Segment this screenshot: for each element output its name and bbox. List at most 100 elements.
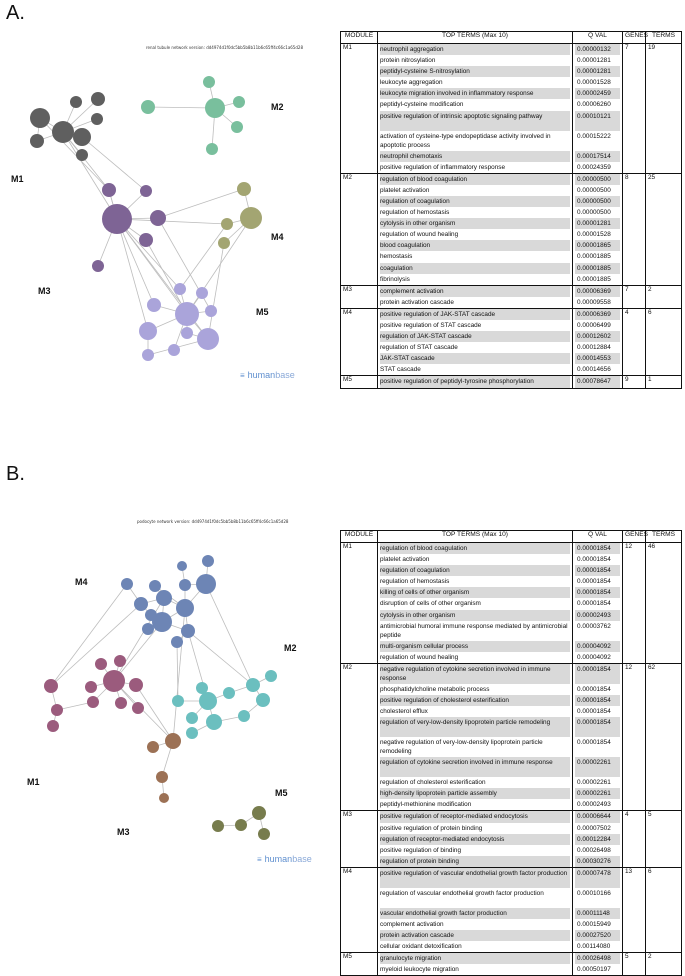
term-q-value: 0.00015222 <box>577 132 611 140</box>
genes-count-cell: 7 <box>622 43 646 174</box>
panel-b-network-node <box>265 670 277 682</box>
network-edge <box>135 684 174 742</box>
term-q-value: 0.00010121 <box>575 110 620 131</box>
term-name: killing of cells of other organism <box>380 587 570 599</box>
term-name: positive regulation of inflammatory resp… <box>380 163 506 171</box>
header-genes: GENES <box>622 530 648 543</box>
term-q-value: 0.00001854 <box>575 663 620 684</box>
panel-b-network-node <box>179 579 191 591</box>
humanbase-logo-icon: ≡ <box>257 855 262 864</box>
table-row: M4 positive regulation of JAK-STAT cascad… <box>340 307 682 377</box>
table-row: M4 positive regulation of vascular endoth… <box>340 866 682 954</box>
term-q-value: 0.00002261 <box>577 779 611 787</box>
term-name: complement activation <box>380 285 570 297</box>
network-edge <box>157 188 245 219</box>
module-cell: M3 <box>340 810 378 868</box>
panel-b-network-node <box>95 658 107 670</box>
panel-a-network-node <box>218 237 230 249</box>
term-q-value: 0.00001854 <box>577 578 611 586</box>
term-name: regulation of JAK-STAT cascade <box>380 331 570 343</box>
term-q-value: 0.00007478 <box>575 867 620 888</box>
terms-count-cell: 25 <box>645 172 682 286</box>
term-name: regulation of hemostasis <box>380 578 450 586</box>
network-edge <box>176 641 179 702</box>
panel-b-humanbase-logo: ≡ humanbase <box>257 854 312 864</box>
term-q-value: 0.00001854 <box>575 717 620 738</box>
top-terms-cell: negative regulation of cytokine secretio… <box>377 662 573 812</box>
term-name: positive regulation of cholesterol ester… <box>380 694 570 707</box>
term-name: vascular endothelial growth factor produ… <box>380 907 570 919</box>
term-q-value: 0.00000500 <box>577 209 611 217</box>
term-name: cytolysis in other organism <box>380 218 570 230</box>
panel-b-network-node <box>256 693 270 707</box>
panel-b-network-node <box>202 555 214 567</box>
panel-a-network-caption: renal tubule network version: dd4974d1f0… <box>146 45 303 50</box>
genes-count-cell: 12 <box>622 662 646 812</box>
term-q-value: 0.00014656 <box>577 366 611 374</box>
panel-a-module-label-m3: M3 <box>38 286 51 296</box>
term-q-value: 0.00001281 <box>575 218 620 230</box>
panel-a-network-node <box>30 134 44 148</box>
table-row: M2 negative regulation of cytokine secret… <box>340 662 682 812</box>
term-name: hemostasis <box>380 253 413 261</box>
panel-a-network-node <box>205 98 225 118</box>
terms-count-cell: 19 <box>645 43 682 174</box>
panel-b-module-label-m3: M3 <box>117 827 130 837</box>
term-name: complement activation <box>380 920 444 928</box>
network-edge <box>62 131 110 191</box>
panel-a-network-node <box>73 128 91 146</box>
header-genes: GENES <box>622 31 648 44</box>
top-terms-cell: neutrophil aggregation protein nitrosylat… <box>377 43 573 174</box>
panel-b-network-node <box>246 678 260 692</box>
term-q-value: 0.00001854 <box>575 565 620 577</box>
panel-b-module-label-m5: M5 <box>275 788 288 798</box>
table-row: M5 granulocyte migration myeloid leukocyte… <box>340 952 682 976</box>
term-name: fibrinolysis <box>380 275 410 283</box>
panel-b-network-node <box>235 819 247 831</box>
term-q-value: 0.00001854 <box>575 694 620 707</box>
panel-b-network-node <box>142 623 154 635</box>
terms-count-cell: 46 <box>645 542 682 664</box>
term-q-value: 0.00000500 <box>575 173 620 185</box>
panel-a-terms-table: MODULE TOP TERMS (Max 10) Q VAL GENES TE… <box>340 31 682 389</box>
top-terms-cell: regulation of blood coagulation platelet … <box>377 542 573 664</box>
panel-b-network-node <box>206 714 222 730</box>
term-q-value: 0.00002261 <box>575 757 620 778</box>
term-q-value: 0.00006260 <box>577 101 611 109</box>
term-name: regulation of wound healing <box>380 653 459 661</box>
term-name: positive regulation of JAK-STAT cascade <box>380 308 570 320</box>
panel-a-network-node <box>175 302 199 326</box>
q-val-cell: 0.00006369 0.00006499 0.00012602 0.00012884… <box>572 307 623 377</box>
q-val-cell: 0.00001854 0.00001854 0.00001854 0.00001854… <box>572 542 623 664</box>
term-q-value: 0.00001854 <box>577 600 611 608</box>
network-edge <box>179 223 228 290</box>
panel-a-network-node <box>206 143 218 155</box>
term-name: platelet activation <box>380 556 430 564</box>
term-name: myeloid leukocyte migration <box>380 966 459 974</box>
term-q-value: 0.00006369 <box>575 308 620 320</box>
panel-b-network-node <box>181 624 195 638</box>
term-name: STAT cascade <box>380 366 421 374</box>
panel-a-network-node <box>92 260 104 272</box>
term-q-value: 0.00006499 <box>577 321 611 329</box>
term-q-value: 0.00011148 <box>575 907 620 919</box>
term-q-value: 0.00012602 <box>575 331 620 343</box>
term-q-value: 0.00001854 <box>577 685 611 693</box>
term-q-value: 0.00001528 <box>577 79 611 87</box>
panel-b-network-node <box>156 590 172 606</box>
term-name: positive regulation of vascular endothel… <box>380 867 570 888</box>
genes-count-cell: 12 <box>622 542 646 664</box>
panel-a-network-node <box>196 287 208 299</box>
panel-a-network-node <box>91 92 105 106</box>
term-name: regulation of receptor-mediated endocyto… <box>380 833 570 845</box>
panel-b-network-node <box>51 704 63 716</box>
panel-a-label: A. <box>6 2 25 24</box>
panel-b-network-node <box>196 574 216 594</box>
term-name: protein activation cascade <box>380 298 454 306</box>
term-name: cellular oxidant detoxification <box>380 943 462 951</box>
network-edge <box>186 217 252 315</box>
table-row: M3 positive regulation of receptor-mediat… <box>340 810 682 868</box>
panel-b-network-node <box>147 741 159 753</box>
panel-b-network-node <box>85 681 97 693</box>
network-edge <box>147 106 216 109</box>
